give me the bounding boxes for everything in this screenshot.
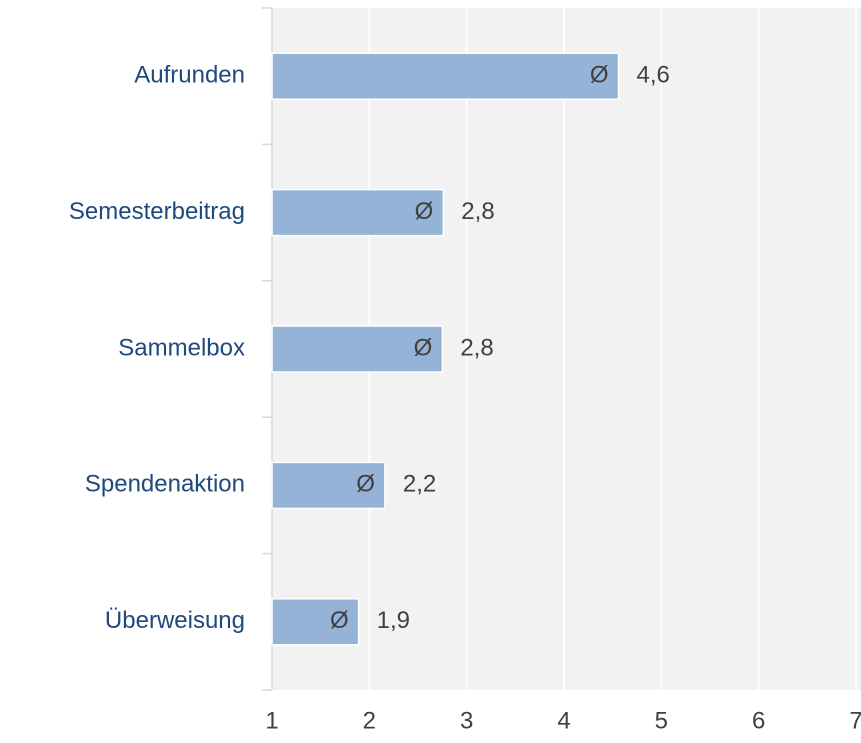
y-tick-label: Sammelbox [118, 334, 245, 361]
x-tick-label: 4 [557, 707, 570, 734]
y-tick-label: Überweisung [105, 607, 245, 634]
y-tick-label: Semesterbeitrag [69, 198, 245, 225]
bar [271, 461, 386, 510]
bar-symbol: Ø [414, 334, 433, 361]
bar [271, 188, 445, 237]
x-tick-label: 5 [655, 707, 668, 734]
y-tick-label: Aufrunden [134, 62, 245, 89]
bar-symbol: Ø [356, 471, 375, 498]
x-tick-label: 7 [849, 707, 861, 734]
value-label: 4,6 [637, 62, 670, 89]
value-label: 1,9 [377, 607, 410, 634]
x-tick-label: 3 [460, 707, 473, 734]
bar-symbol: Ø [415, 198, 434, 225]
value-label: 2,8 [460, 334, 493, 361]
y-tick-label: Spendenaktion [85, 471, 245, 498]
x-tick-label: 2 [363, 707, 376, 734]
bar [271, 52, 620, 100]
bar [271, 598, 360, 646]
value-label: 2,8 [461, 198, 494, 225]
bar-symbol: Ø [590, 62, 609, 89]
x-tick-label: 1 [265, 707, 278, 734]
x-tick-label: 6 [752, 707, 765, 734]
bar-symbol: Ø [330, 607, 349, 634]
value-label: 2,2 [403, 471, 436, 498]
bar [271, 325, 444, 373]
